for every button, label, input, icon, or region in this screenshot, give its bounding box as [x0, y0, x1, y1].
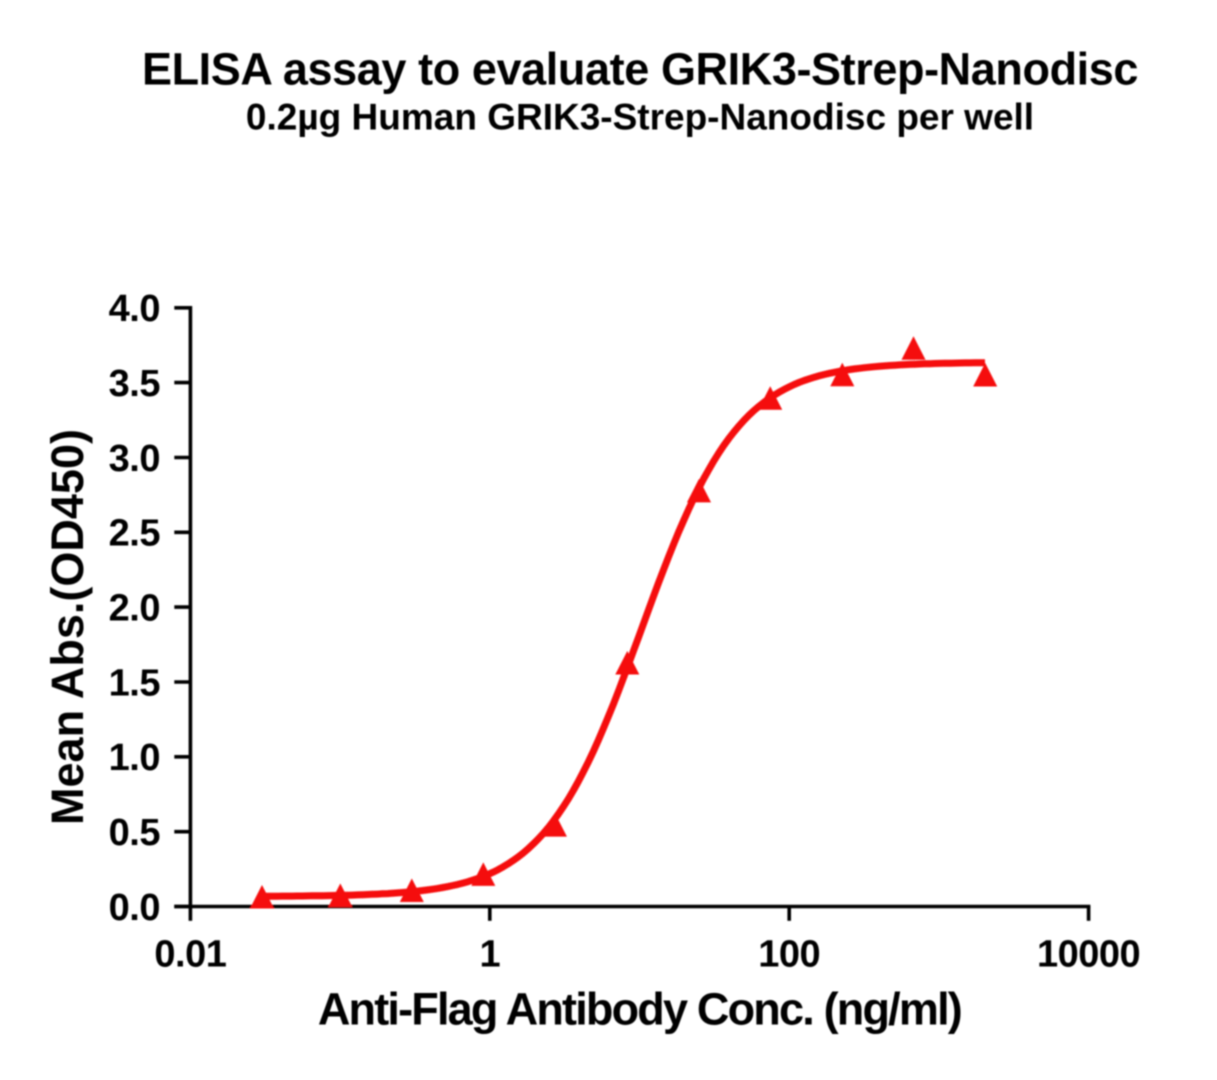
svg-text:0.01: 0.01 — [154, 934, 226, 976]
svg-text:0.5: 0.5 — [109, 812, 161, 854]
svg-text:1: 1 — [479, 934, 500, 976]
svg-text:Anti-Flag Antibody Conc. (ng/m: Anti-Flag Antibody Conc. (ng/ml) — [318, 984, 961, 1035]
svg-text:3.5: 3.5 — [109, 363, 161, 405]
svg-text:0.2µg Human GRIK3-Strep-Nanodi: 0.2µg Human GRIK3-Strep-Nanodisc per wel… — [246, 97, 1034, 138]
svg-text:2.0: 2.0 — [109, 587, 160, 629]
svg-text:0.0: 0.0 — [109, 887, 160, 929]
svg-text:1.0: 1.0 — [109, 737, 160, 779]
svg-text:3.0: 3.0 — [109, 438, 160, 480]
svg-text:4.0: 4.0 — [109, 288, 160, 330]
svg-text:10000: 10000 — [1037, 934, 1140, 976]
svg-text:2.5: 2.5 — [109, 513, 161, 555]
svg-text:Mean Abs.(OD450): Mean Abs.(OD450) — [42, 429, 93, 825]
svg-text:100: 100 — [758, 934, 820, 976]
svg-text:1.5: 1.5 — [109, 662, 161, 704]
svg-text:ELISA assay to evaluate GRIK3-: ELISA assay to evaluate GRIK3-Strep-Nano… — [142, 44, 1138, 95]
